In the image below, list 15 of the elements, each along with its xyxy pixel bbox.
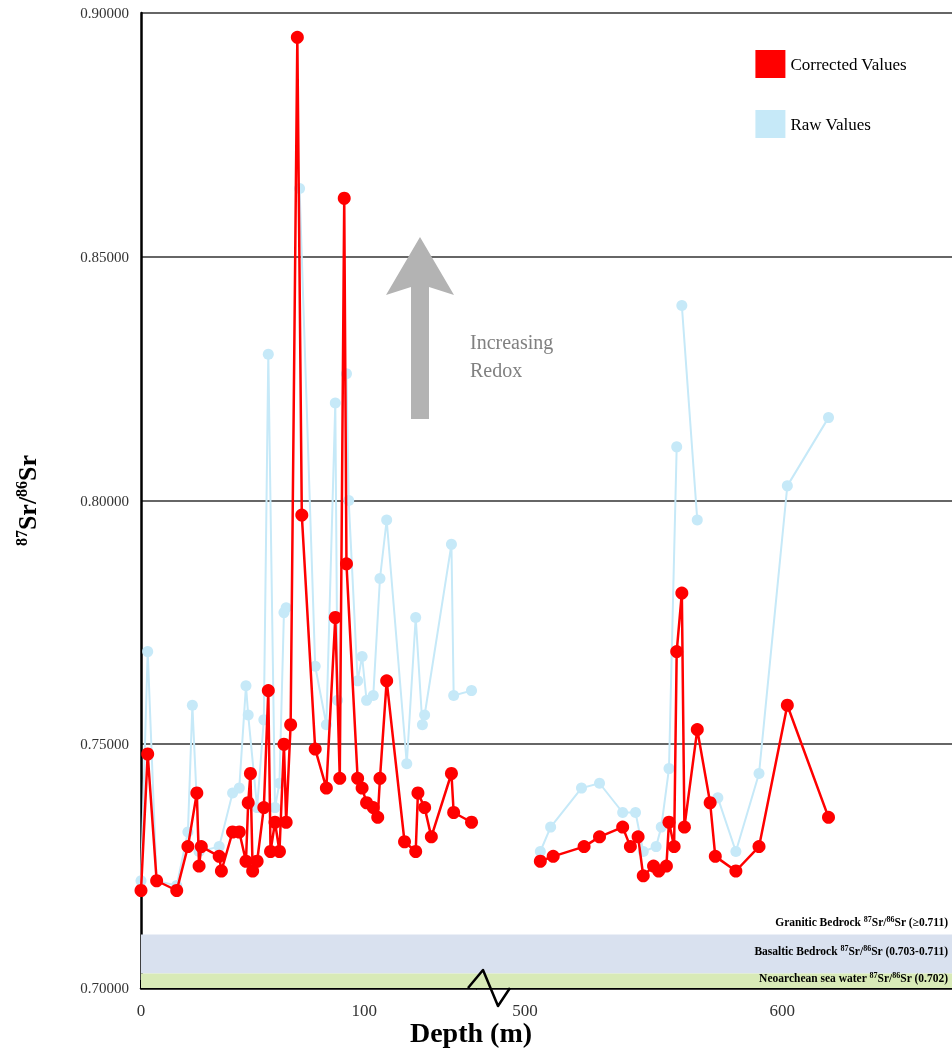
legend-label: Corrected Values xyxy=(790,54,907,74)
band-label: Neoarchean sea water $^{87}$Sr/$^{86}$Sr (0.702) xyxy=(759,971,948,986)
annotation: Increasing Redox xyxy=(470,331,559,381)
x-tick-label: 600 xyxy=(769,1001,795,1020)
annotation: Granitic Bedrock $^{87}$Sr/$^{86}$Sr (≥0.711) xyxy=(775,915,948,930)
x-tick-label: 0 xyxy=(136,1001,146,1020)
y-tick-label: 0.90000 xyxy=(80,5,129,21)
y-tick-label: 0.70000 xyxy=(80,980,129,996)
y-tick-label: 0.85000 xyxy=(80,248,129,265)
y-tick-label: 0.75000 xyxy=(80,736,129,753)
band-label: Basaltic Bedrock $^{87}$Sr/$^{86}$Sr (0.703-0.711) xyxy=(754,944,948,959)
legend-label: Raw Values xyxy=(790,114,871,134)
y-axis-title: 87Sr/86Sr xyxy=(12,454,42,547)
y-tick-label: 0.80000 xyxy=(80,492,129,509)
x-tick-label: 100 xyxy=(351,1001,378,1020)
